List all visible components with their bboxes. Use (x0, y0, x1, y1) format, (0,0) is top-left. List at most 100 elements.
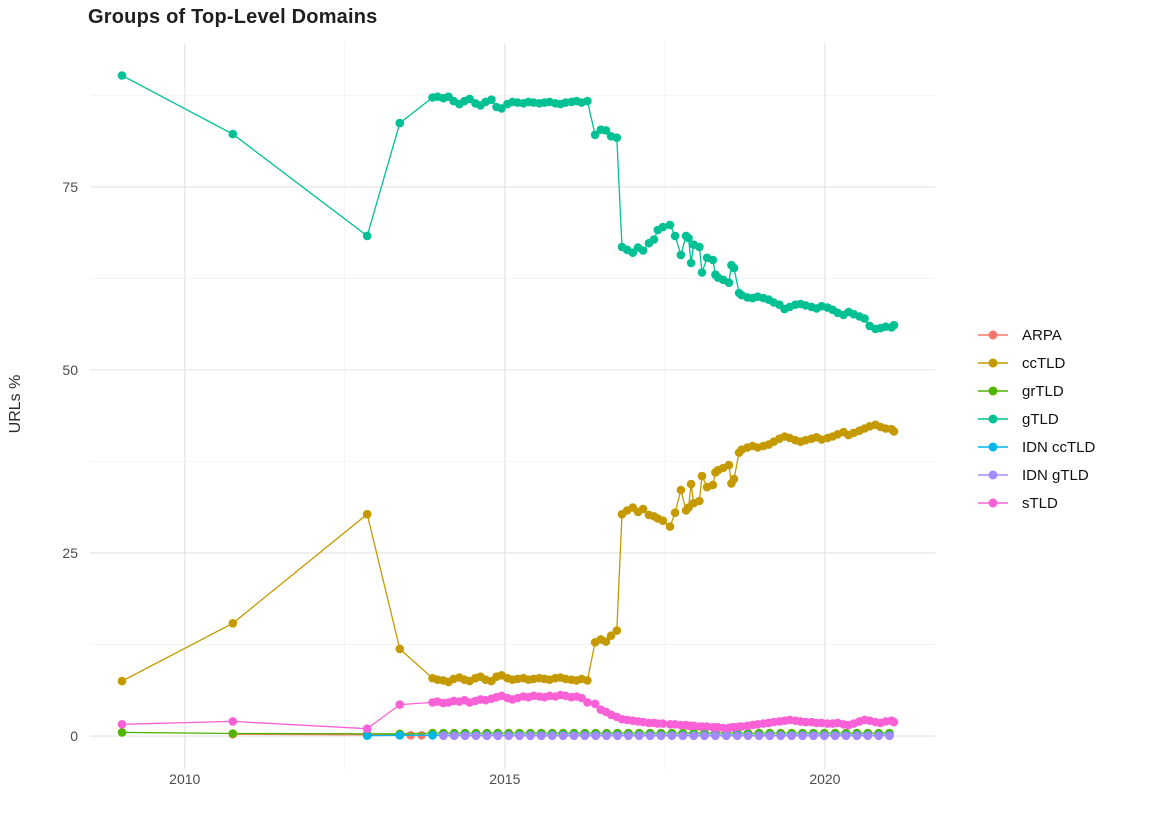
data-point (228, 619, 238, 628)
series-cctld (117, 420, 899, 687)
data-point (649, 235, 659, 244)
legend-key-dot (988, 386, 998, 396)
legend-label: sTLD (1022, 494, 1058, 512)
data-point (602, 731, 611, 741)
legend-item-cctld: ccTLD (976, 349, 1095, 377)
legend-key-icon (978, 414, 1008, 424)
data-point (658, 516, 668, 525)
data-point (809, 731, 818, 741)
data-point (787, 731, 796, 741)
data-point (695, 496, 704, 506)
data-point (228, 729, 238, 738)
data-point (526, 731, 535, 741)
legend-label: ARPA (1022, 326, 1062, 344)
data-point (689, 731, 698, 741)
data-point (362, 231, 372, 241)
data-point (493, 731, 503, 741)
data-point (638, 246, 648, 255)
data-point (697, 268, 707, 277)
data-point (743, 731, 753, 741)
data-point (667, 731, 677, 741)
data-point (658, 719, 668, 728)
data-point (729, 263, 739, 273)
data-point (686, 479, 696, 489)
legend-key-icon (978, 442, 1008, 452)
data-point (487, 95, 496, 104)
data-point (678, 731, 688, 741)
data-point (708, 255, 718, 265)
data-point (395, 644, 405, 654)
data-point (580, 731, 590, 741)
data-point (889, 717, 899, 727)
legend-key-dot (988, 470, 998, 480)
data-point (724, 278, 734, 288)
data-point (776, 731, 785, 741)
legend-item-arpa: ARPA (976, 321, 1095, 349)
gridlines (90, 44, 935, 769)
legend-key-icon (978, 498, 1008, 508)
data-point (117, 676, 127, 686)
data-point (676, 250, 686, 260)
data-point (537, 731, 546, 741)
legend-label: grTLD (1022, 382, 1064, 400)
data-point (117, 720, 127, 729)
data-point (601, 637, 611, 646)
data-point (613, 731, 622, 741)
data-point (722, 731, 731, 741)
data-point (852, 731, 862, 741)
y-tick-label: 0 (70, 728, 78, 744)
data-point (885, 731, 894, 741)
data-point (612, 133, 622, 142)
legend-label: gTLD (1022, 410, 1059, 428)
data-point (874, 731, 883, 741)
data-point (460, 731, 470, 741)
data-point (697, 471, 707, 481)
data-point (569, 731, 579, 741)
data-point (658, 222, 668, 232)
series-idn-gtld (439, 731, 894, 741)
legend-item-idn-cctld: IDN ccTLD (976, 433, 1095, 461)
series-line (121, 74, 895, 330)
data-point (656, 731, 666, 741)
x-tick-label: 2010 (169, 771, 200, 787)
data-point (591, 731, 600, 741)
legend-label: IDN ccTLD (1022, 438, 1096, 456)
data-point (590, 130, 600, 140)
data-point (362, 724, 372, 733)
legend-key-icon (978, 358, 1008, 368)
data-point (504, 731, 513, 741)
data-point (395, 700, 405, 709)
data-point (695, 242, 704, 252)
data-point (515, 731, 524, 741)
legend-key-dot (988, 498, 998, 508)
data-point (612, 626, 622, 635)
data-point (482, 731, 492, 741)
x-tick-label: 2020 (809, 771, 840, 787)
data-point (471, 731, 481, 741)
y-tick-label: 50 (62, 362, 78, 378)
data-point (863, 731, 873, 741)
chart-title: Groups of Top-Level Domains (88, 6, 378, 28)
data-point (729, 474, 739, 484)
data-point (754, 731, 764, 741)
data-point (395, 118, 405, 128)
data-point (449, 731, 459, 741)
data-point (765, 731, 775, 741)
legend-item-stld: sTLD (976, 489, 1095, 517)
data-point (700, 731, 709, 741)
data-point (228, 129, 238, 139)
series-stld (117, 690, 899, 733)
data-point (732, 731, 742, 741)
legend-item-grtld: grTLD (976, 377, 1095, 405)
legend-key-icon (978, 386, 1008, 396)
data-point (670, 508, 680, 517)
data-point (547, 731, 557, 741)
data-point (583, 698, 592, 707)
legend-key-dot (988, 330, 998, 340)
legend-key-dot (988, 414, 998, 424)
data-point (665, 522, 675, 531)
data-point (634, 731, 644, 741)
data-point (583, 676, 592, 685)
data-point (860, 314, 869, 323)
